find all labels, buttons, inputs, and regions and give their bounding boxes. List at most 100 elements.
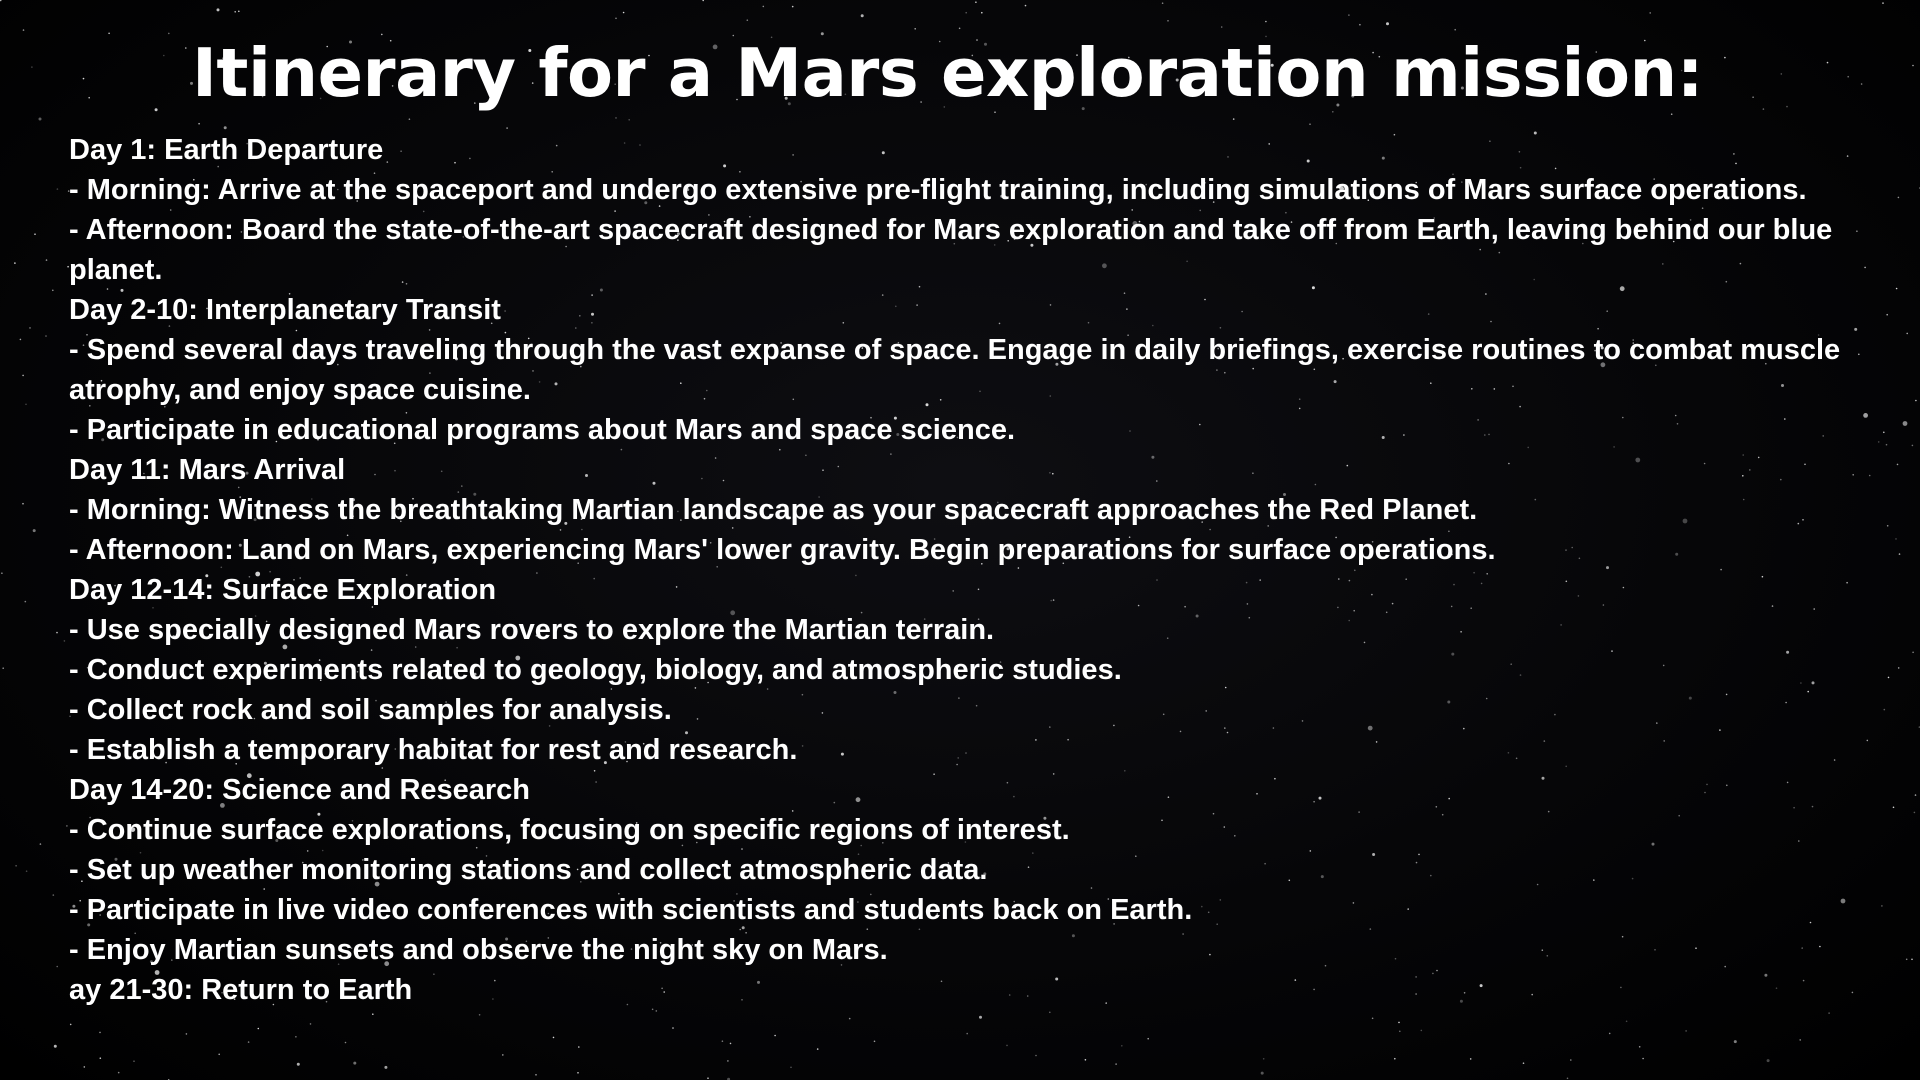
star-dot	[547, 912, 550, 915]
star-dot	[1138, 220, 1141, 223]
star-dot	[362, 859, 364, 861]
star-dot	[840, 964, 843, 966]
star-dot	[1313, 988, 1315, 991]
star-dot	[172, 635, 176, 639]
star-dot	[108, 32, 110, 35]
star-dot	[1674, 414, 1677, 417]
star-dot	[1597, 327, 1599, 330]
star-dot	[981, 563, 983, 565]
star-dot	[464, 305, 466, 308]
star-dot	[1621, 935, 1624, 938]
star-dot	[535, 635, 538, 637]
star-dot	[1877, 441, 1880, 443]
star-dot	[263, 888, 266, 890]
star-dot	[1131, 209, 1133, 211]
star-dot	[24, 600, 27, 603]
star-dot	[1006, 547, 1010, 551]
star-dot	[1121, 1045, 1123, 1047]
star-dot	[1346, 464, 1349, 467]
star-dot	[1498, 251, 1501, 254]
star-dot	[1371, 593, 1373, 596]
star-dot	[163, 54, 165, 57]
star-dot	[1314, 483, 1317, 486]
star-dot	[1199, 423, 1201, 426]
star-dot	[1052, 773, 1055, 775]
star-dot	[792, 398, 795, 401]
star-dot	[1385, 611, 1388, 614]
star-dot	[1167, 20, 1169, 22]
star-dot	[1138, 557, 1140, 560]
star-dot	[405, 283, 408, 285]
star-dot	[838, 838, 840, 840]
star-dot	[1274, 777, 1276, 780]
star-dot	[1039, 84, 1041, 87]
star-dot	[209, 424, 211, 426]
star-dot	[1797, 522, 1800, 525]
day-heading: Day 12-14: Surface Exploration	[69, 574, 497, 606]
star-dot	[914, 28, 916, 30]
star-dot	[866, 928, 869, 930]
itinerary-item: - Establish a temporary habitat for rest…	[69, 734, 798, 766]
star-dot	[975, 704, 978, 707]
star-dot	[727, 1060, 729, 1062]
star-dot	[444, 779, 447, 781]
star-dot	[1485, 293, 1487, 295]
star-dot	[1204, 298, 1206, 301]
star-dot	[149, 960, 153, 964]
star-dot	[101, 438, 105, 442]
star-dot	[1201, 905, 1203, 908]
star-dot	[895, 305, 897, 308]
star-dot	[739, 171, 741, 173]
star-dot	[1578, 557, 1581, 560]
star-dot	[66, 825, 68, 827]
star-dot	[394, 469, 396, 472]
star-dot	[1342, 357, 1344, 360]
star-dot	[1207, 911, 1210, 914]
star-dot	[31, 66, 33, 68]
star-dot	[626, 760, 628, 763]
star-dot	[578, 1046, 580, 1048]
star-dot	[1622, 586, 1625, 589]
star-dot	[1882, 2, 1884, 4]
star-dot	[254, 342, 257, 345]
star-dot	[1654, 949, 1656, 951]
star-dot	[1169, 905, 1172, 908]
star-dot	[1780, 478, 1782, 481]
star-dot	[1595, 51, 1598, 53]
star-dot	[1451, 652, 1455, 656]
star-dot	[1473, 571, 1475, 574]
star-dot	[642, 742, 645, 745]
star-dot	[34, 233, 36, 235]
itinerary-item: - Morning: Arrive at the spaceport and u…	[69, 174, 1807, 206]
star-dot	[1833, 759, 1836, 761]
star-dot	[1105, 1002, 1107, 1004]
star-dot	[994, 111, 996, 113]
star-dot	[620, 448, 623, 451]
star-dot	[576, 868, 579, 871]
star-dot	[1320, 875, 1324, 879]
star-dot	[614, 83, 616, 85]
star-dot	[952, 590, 954, 592]
star-dot	[1006, 1044, 1008, 1047]
star-dot	[1912, 64, 1914, 67]
star-dot	[1896, 463, 1899, 466]
star-dot	[1799, 1039, 1801, 1041]
star-dot	[1024, 4, 1027, 7]
star-dot	[1337, 606, 1339, 609]
star-dot	[1262, 1058, 1265, 1060]
star-dot	[860, 844, 862, 847]
star-dot	[591, 312, 594, 316]
star-dot	[309, 1023, 312, 1025]
star-dot	[1267, 525, 1269, 527]
star-dot	[288, 293, 291, 295]
star-dot	[353, 1061, 357, 1065]
star-dot	[1283, 493, 1286, 496]
star-dot	[791, 810, 794, 812]
star-dot	[730, 610, 736, 616]
star-dot	[933, 773, 935, 775]
star-dot	[381, 767, 384, 769]
star-dot	[527, 337, 530, 340]
star-dot	[979, 876, 982, 879]
star-dot	[1105, 555, 1107, 557]
star-dot	[557, 675, 561, 679]
